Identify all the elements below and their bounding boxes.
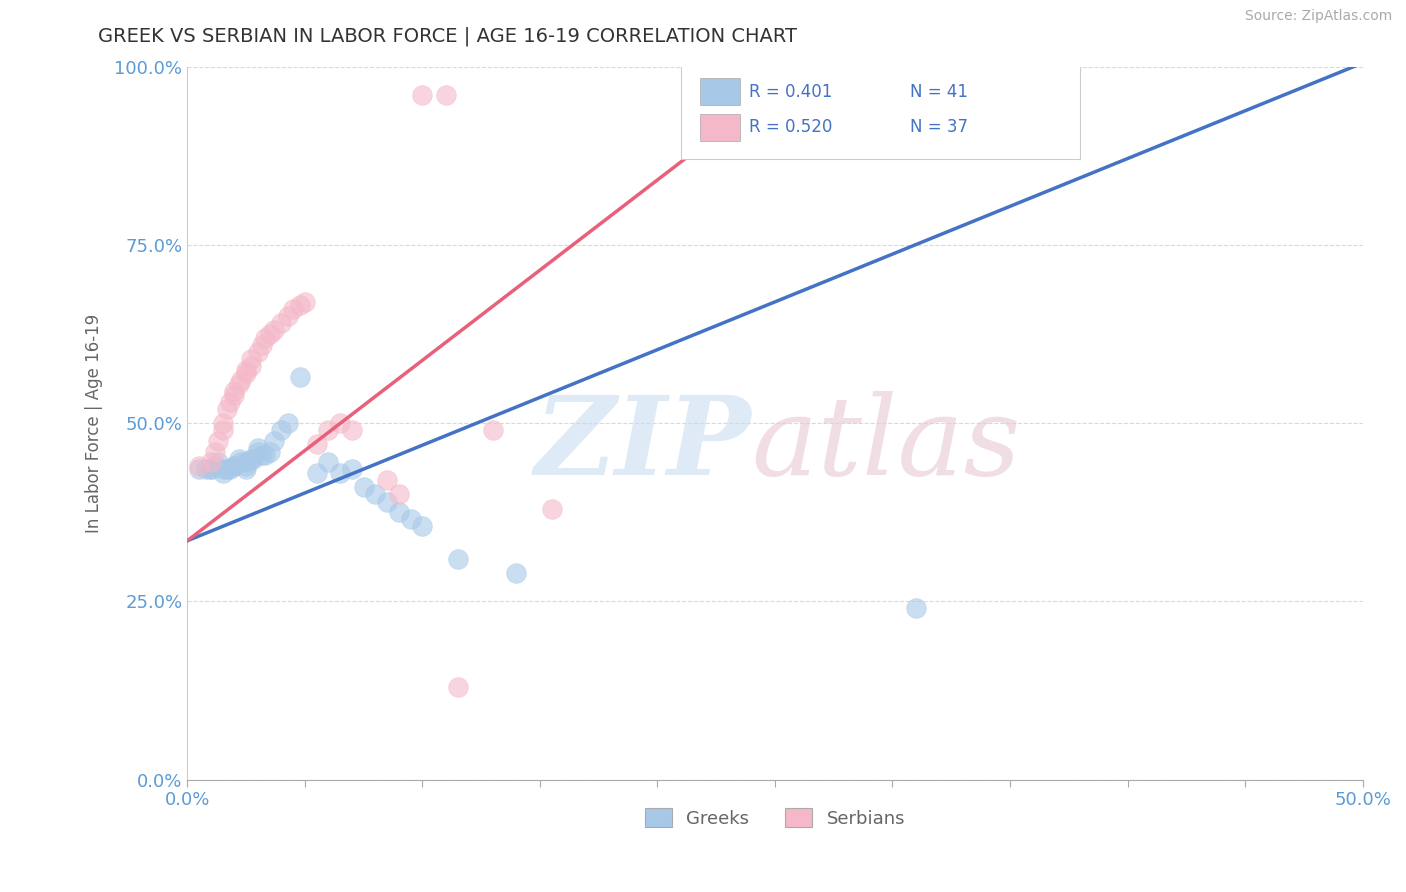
- Point: [228, 451, 250, 466]
- Point: [253, 448, 276, 462]
- Point: [411, 88, 433, 103]
- Point: [224, 458, 246, 473]
- Point: [277, 416, 299, 430]
- Point: [434, 88, 457, 103]
- Point: [242, 451, 264, 466]
- Point: [375, 473, 398, 487]
- Point: [399, 512, 422, 526]
- Text: atlas: atlas: [751, 391, 1021, 499]
- Point: [235, 362, 257, 376]
- Point: [259, 326, 281, 341]
- Point: [200, 462, 222, 476]
- Legend: Greeks, Serbians: Greeks, Serbians: [637, 801, 912, 835]
- Point: [188, 458, 211, 473]
- Point: [224, 384, 246, 398]
- Point: [211, 423, 233, 437]
- Point: [218, 394, 240, 409]
- Point: [207, 434, 229, 448]
- Point: [239, 359, 262, 373]
- Point: [340, 423, 363, 437]
- Point: [364, 487, 387, 501]
- Point: [259, 444, 281, 458]
- Point: [288, 298, 311, 312]
- Point: [411, 519, 433, 533]
- Point: [235, 458, 257, 473]
- Text: R = 0.401: R = 0.401: [749, 83, 832, 101]
- Point: [263, 434, 285, 448]
- Point: [318, 455, 340, 469]
- Point: [204, 444, 226, 458]
- Point: [228, 376, 250, 391]
- Y-axis label: In Labor Force | Age 16-19: In Labor Force | Age 16-19: [86, 313, 103, 533]
- Point: [224, 458, 246, 473]
- Point: [211, 462, 233, 476]
- Point: [505, 566, 527, 580]
- Point: [195, 462, 218, 476]
- Point: [246, 344, 269, 359]
- Point: [246, 441, 269, 455]
- Point: [305, 437, 328, 451]
- Text: N = 37: N = 37: [910, 119, 969, 136]
- Point: [340, 462, 363, 476]
- Point: [207, 455, 229, 469]
- Point: [231, 373, 253, 387]
- Point: [231, 455, 253, 469]
- Point: [305, 466, 328, 480]
- Point: [211, 466, 233, 480]
- Point: [329, 466, 352, 480]
- Point: [200, 462, 222, 476]
- Text: R = 0.520: R = 0.520: [749, 119, 832, 136]
- Point: [904, 601, 927, 615]
- Point: [235, 366, 257, 380]
- Point: [211, 416, 233, 430]
- Point: [277, 309, 299, 323]
- Point: [217, 401, 239, 416]
- Point: [204, 458, 226, 473]
- Point: [217, 462, 239, 476]
- Point: [263, 323, 285, 337]
- FancyBboxPatch shape: [700, 78, 740, 105]
- Point: [239, 451, 262, 466]
- Point: [218, 462, 240, 476]
- FancyBboxPatch shape: [681, 63, 1080, 160]
- FancyBboxPatch shape: [700, 113, 740, 141]
- Text: Source: ZipAtlas.com: Source: ZipAtlas.com: [1244, 9, 1392, 23]
- Point: [252, 337, 274, 351]
- Point: [540, 501, 562, 516]
- Point: [446, 551, 468, 566]
- Point: [200, 455, 222, 469]
- Point: [388, 505, 411, 519]
- Point: [288, 369, 311, 384]
- Point: [224, 387, 246, 401]
- Text: N = 41: N = 41: [910, 83, 969, 101]
- Point: [353, 480, 375, 494]
- Point: [246, 444, 269, 458]
- Point: [482, 423, 505, 437]
- Point: [281, 301, 304, 316]
- Point: [318, 423, 340, 437]
- Point: [188, 462, 211, 476]
- Point: [294, 294, 316, 309]
- Point: [253, 330, 276, 344]
- Point: [329, 416, 352, 430]
- Point: [375, 494, 398, 508]
- Point: [252, 448, 274, 462]
- Point: [270, 316, 292, 330]
- Point: [235, 455, 257, 469]
- Point: [239, 351, 262, 366]
- Text: ZIP: ZIP: [534, 391, 751, 499]
- Point: [270, 423, 292, 437]
- Point: [446, 680, 468, 694]
- Point: [388, 487, 411, 501]
- Point: [235, 462, 257, 476]
- Text: GREEK VS SERBIAN IN LABOR FORCE | AGE 16-19 CORRELATION CHART: GREEK VS SERBIAN IN LABOR FORCE | AGE 16…: [98, 27, 797, 46]
